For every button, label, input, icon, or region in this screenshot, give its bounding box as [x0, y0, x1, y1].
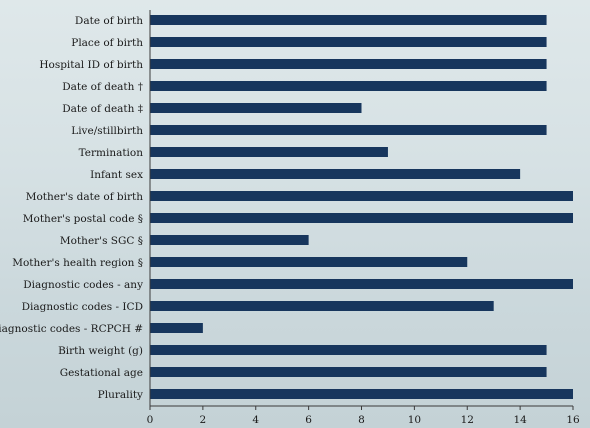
x-tick-label: 8: [358, 414, 365, 426]
category-label: Termination: [79, 147, 144, 159]
category-label: Gestational age: [60, 367, 143, 379]
category-label: Live/stillbirth: [71, 125, 143, 137]
category-label: Hospital ID of birth: [39, 59, 143, 71]
category-label: Infant sex: [90, 169, 143, 181]
category-label: Birth weight (g): [58, 345, 143, 357]
bar: [150, 389, 573, 399]
bar: [150, 345, 547, 355]
x-tick-label: 6: [305, 414, 312, 426]
bar: [150, 279, 573, 289]
bar: [150, 301, 494, 311]
x-tick-label: 12: [461, 414, 474, 426]
bar: [150, 213, 573, 223]
bar: [150, 37, 547, 47]
bars-group: [150, 15, 573, 399]
x-tick-label: 14: [513, 414, 527, 426]
bar: [150, 323, 203, 333]
category-label: Date of death ‡: [62, 103, 143, 115]
bar: [150, 257, 468, 267]
x-axis: [149, 10, 574, 410]
x-tick-label: 0: [147, 414, 154, 426]
bar: [150, 367, 547, 377]
category-label: Date of death †: [62, 81, 143, 93]
x-tick-labels: 0 2 4 6 8 10 12 14 16: [147, 414, 580, 426]
category-label: Diagnostic codes - ICD: [22, 301, 143, 313]
category-labels: Date of birth Place of birth Hospital ID o…: [0, 15, 143, 401]
category-label: Mother's date of birth: [26, 191, 144, 203]
bar: [150, 191, 573, 201]
bar: [150, 125, 547, 135]
category-label: Place of birth: [71, 37, 143, 49]
bar: [150, 81, 547, 91]
bar: [150, 169, 521, 179]
bar: [150, 59, 547, 69]
category-label: Diagnostic codes - RCPCH #: [0, 323, 143, 335]
bar: [150, 15, 547, 25]
category-label: Mother's SGC §: [60, 235, 143, 247]
category-label: Mother's postal code §: [23, 213, 143, 225]
x-tick-label: 4: [252, 414, 259, 426]
bar: [150, 103, 362, 113]
x-tick-label: 2: [200, 414, 207, 426]
x-tick-label: 16: [566, 414, 580, 426]
category-label: Plurality: [98, 389, 143, 401]
bar: [150, 147, 388, 157]
bar: [150, 235, 309, 245]
category-label: Diagnostic codes - any: [23, 279, 143, 291]
category-label: Mother's health region §: [12, 257, 143, 269]
x-tick-label: 10: [408, 414, 421, 426]
category-label: Date of birth: [75, 15, 143, 27]
